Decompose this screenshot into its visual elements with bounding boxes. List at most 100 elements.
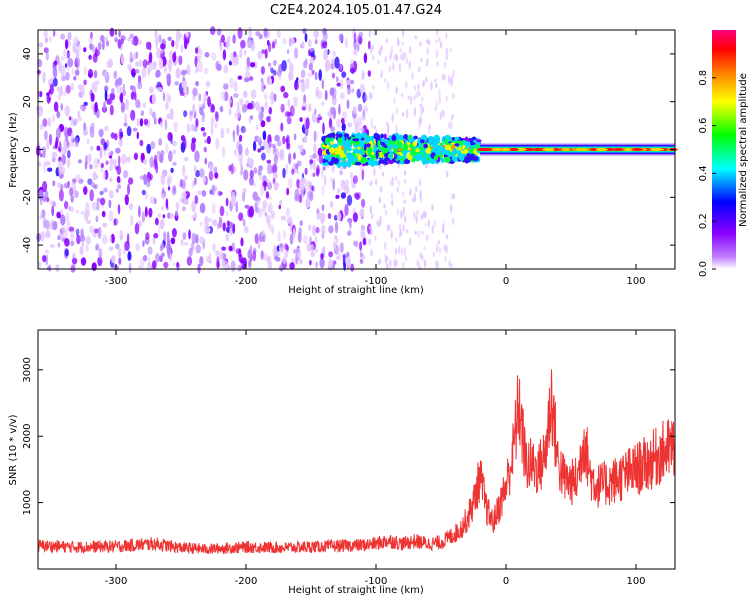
spectrogram-cell xyxy=(405,57,408,65)
spectrogram-cell xyxy=(444,156,451,163)
spectrogram-cell xyxy=(52,220,58,231)
spectrogram-cell xyxy=(308,62,313,71)
spectrogram-cell xyxy=(95,243,100,251)
spectrogram-cell xyxy=(284,249,289,259)
spectrogram-cell xyxy=(108,246,114,251)
spectrogram-cell xyxy=(444,150,451,156)
spectrogram-cell xyxy=(39,124,44,131)
x-tick-label: -300 xyxy=(105,576,128,587)
spectrogram-cell xyxy=(341,123,346,132)
spectrogram-cell xyxy=(441,73,445,81)
spectrogram-cell xyxy=(104,85,109,92)
spectrogram-cell xyxy=(317,147,323,157)
spectrogram-cell xyxy=(445,47,448,56)
x-tick-label: 0 xyxy=(503,276,509,287)
spectrogram-cell xyxy=(264,101,268,109)
spectrogram-cells xyxy=(35,26,678,274)
spectrogram-cell xyxy=(380,185,383,193)
spectrogram-cell xyxy=(99,147,103,159)
spectrogram-cell xyxy=(236,107,241,119)
spectrogram-cell xyxy=(338,33,344,42)
spectrogram-cell xyxy=(134,91,137,101)
spectrogram-cell xyxy=(353,148,359,154)
spectrogram-cell xyxy=(283,91,289,99)
spectrogram-cell xyxy=(297,231,302,243)
spectrogram-cell xyxy=(61,75,66,82)
spectrogram-cell xyxy=(255,124,259,131)
spectrogram-cell xyxy=(226,220,230,227)
spectrogram-cell xyxy=(427,219,430,228)
spectrogram-cell xyxy=(162,214,166,219)
spectrogram-cell xyxy=(341,140,347,147)
spectrogram-cell xyxy=(83,122,86,131)
spectrogram-cell xyxy=(327,213,332,219)
spectrogram-cell xyxy=(165,143,169,154)
spectrogram-cell xyxy=(301,41,305,48)
spectrogram-cell xyxy=(452,92,455,100)
spectrogram-cell xyxy=(89,225,92,233)
spectrogram-cell xyxy=(145,232,150,241)
spectrogram-cell xyxy=(278,204,281,210)
spectrogram-cell xyxy=(128,203,134,211)
snr-y-ticks: 1000 2000 3000 xyxy=(22,357,675,515)
spectrogram-cell xyxy=(137,75,142,84)
spectrogram-cell xyxy=(221,146,226,159)
spectrogram-cell xyxy=(260,250,264,260)
x-tick-label: -100 xyxy=(365,576,388,587)
spectrogram-cell xyxy=(452,69,455,78)
spectrogram-cell xyxy=(268,77,272,86)
spectrogram-cell xyxy=(257,238,261,250)
spectrogram-cell xyxy=(95,80,100,85)
spectrogram-cell xyxy=(419,252,422,260)
spectrogram-cell xyxy=(124,112,128,125)
spectrogram-cell xyxy=(80,228,84,237)
spectrogram-cell xyxy=(85,235,92,245)
spectrogram-cell xyxy=(403,178,407,184)
spectrogram-cell xyxy=(211,219,218,227)
spectrogram-cell xyxy=(418,66,421,73)
spectrogram-cell xyxy=(42,118,48,128)
spectrogram-cell xyxy=(214,122,218,129)
spectrogram-cell xyxy=(268,106,273,115)
spectrogram-cell xyxy=(402,143,409,151)
spectrogram-cell xyxy=(160,43,166,50)
colorbar: 0.0 0.2 0.4 0.6 0.8 Normalized spectral ampl… xyxy=(698,30,749,277)
spectrogram-cell xyxy=(473,148,477,156)
spectrogram-cell xyxy=(75,228,80,237)
spectrogram-cell xyxy=(436,260,440,270)
spectrogram-cell xyxy=(299,178,305,191)
spectrogram-cell xyxy=(418,265,421,271)
spectrogram-cell xyxy=(444,138,449,145)
spectrogram-cell xyxy=(287,177,293,189)
spectrogram-cell xyxy=(311,69,315,75)
spectrogram-cell xyxy=(266,255,272,265)
carrier-peak xyxy=(631,148,644,151)
spectrogram-cell xyxy=(101,210,106,218)
spectrogram-cell xyxy=(328,225,334,234)
spectrogram-cell xyxy=(185,31,190,39)
spectrogram-cell xyxy=(195,234,199,244)
spectrogram-cell xyxy=(73,186,76,198)
spectrogram-cell xyxy=(258,33,263,40)
spectrogram-cell xyxy=(393,53,396,61)
spectrogram-cell xyxy=(151,60,157,71)
spectrogram-cell xyxy=(442,220,445,227)
spectrogram-cell xyxy=(118,257,122,265)
spectrogram-cell xyxy=(235,201,239,213)
spectrogram-cell xyxy=(129,33,134,39)
spectrogram-cell xyxy=(51,151,58,158)
spectrogram-cell xyxy=(422,79,425,88)
spectrogram-cell xyxy=(215,138,220,150)
spectrogram-cell xyxy=(225,233,229,242)
spectrogram-cell xyxy=(65,39,69,50)
spectrogram-cell xyxy=(279,199,283,206)
spectrogram-cell xyxy=(42,71,46,84)
spectrogram-cell xyxy=(117,184,122,189)
spectrogram-cell xyxy=(155,252,160,263)
spectrogram-cell xyxy=(65,212,70,223)
spectrogram-cell xyxy=(359,141,365,148)
spectrogram-cell xyxy=(114,133,118,141)
spectrogram-cell xyxy=(273,144,277,154)
spectrogram-cell xyxy=(80,84,85,97)
spectrogram-cell xyxy=(238,212,244,222)
